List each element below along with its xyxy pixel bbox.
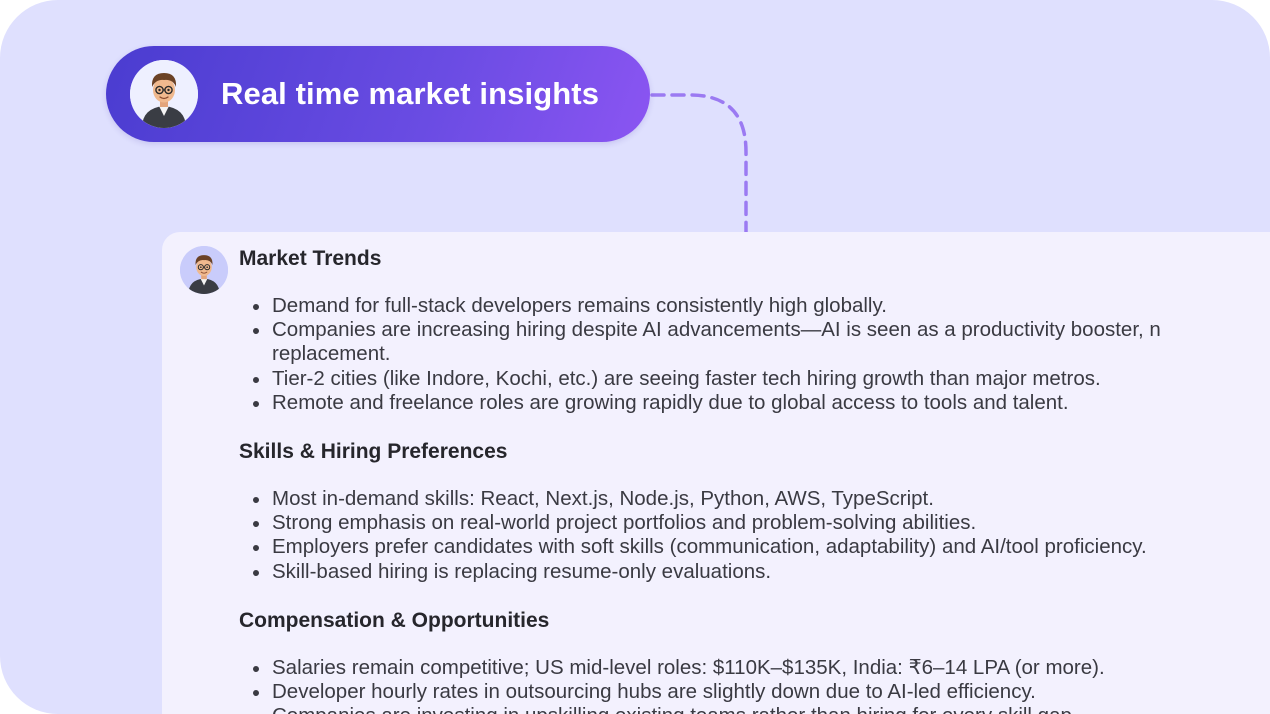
list-item: Most in-demand skills: React, Next.js, N… (239, 487, 1270, 511)
header-title: Real time market insights (221, 76, 600, 111)
list-item: Companies are investing in upskilling ex… (239, 704, 1270, 714)
assistant-message-card: Market Trends Demand for full-stack deve… (162, 232, 1270, 714)
list-item-text: Companies are increasing hiring despite … (272, 318, 1161, 342)
list-item: Demand for full-stack developers remains… (239, 294, 1270, 318)
bullet-list: Demand for full-stack developers remains… (239, 294, 1270, 415)
section-title: Market Trends (239, 247, 382, 270)
message-content: Market Trends Demand for full-stack deve… (239, 246, 1270, 714)
insights-header-pill[interactable]: Real time market insights (106, 46, 650, 142)
list-item: Remote and freelance roles are growing r… (239, 391, 1270, 415)
section-title: Skills & Hiring Preferences (239, 440, 508, 464)
bullet-list: Most in-demand skills: React, Next.js, N… (239, 487, 1270, 584)
developer-avatar-icon (180, 246, 228, 294)
developer-avatar-icon (130, 60, 198, 128)
list-item: Developer hourly rates in outsourcing hu… (239, 680, 1270, 704)
list-item: Employers prefer candidates with soft sk… (239, 535, 1270, 559)
list-item: Salaries remain competitive; US mid-leve… (239, 656, 1270, 680)
section-title: Compensation & Opportunities (239, 608, 550, 632)
list-item: Companies are increasing hiring despite … (239, 318, 1270, 366)
list-item-text: replacement. (272, 342, 391, 366)
list-item: Strong emphasis on real-world project po… (239, 511, 1270, 535)
list-item: Skill-based hiring is replacing resume-o… (239, 560, 1270, 584)
list-item: Tier-2 cities (like Indore, Kochi, etc.)… (239, 367, 1270, 391)
bullet-list: Salaries remain competitive; US mid-leve… (239, 656, 1270, 714)
